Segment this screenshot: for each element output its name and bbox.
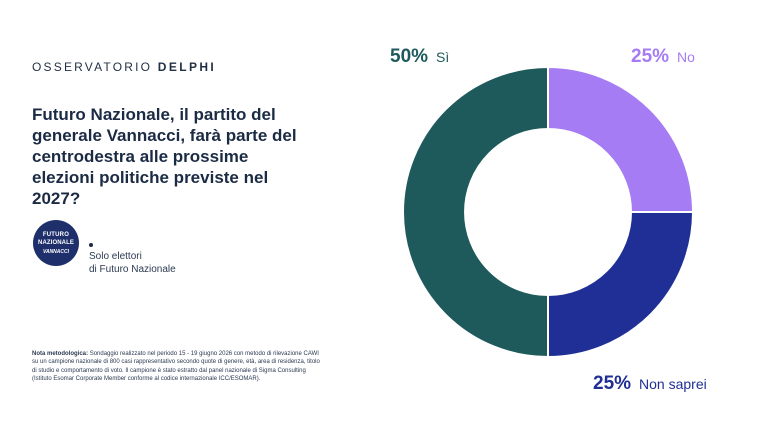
donut-slice-0 (402, 65, 549, 359)
slice-label-percent-0: 50% (390, 46, 428, 67)
donut-slices (402, 65, 695, 359)
slice-label-category-2: Non saprei (639, 376, 707, 392)
slice-label-category-1: No (677, 49, 695, 65)
methodology-note-label: Nota metodologica (32, 351, 87, 357)
donut-slice-2 (547, 211, 695, 359)
sample-filter: Solo elettori di Futuro Nazionale (89, 250, 176, 276)
slice-label-1: 25% No (631, 46, 695, 67)
sample-filter-line2: di Futuro Nazionale (89, 264, 176, 275)
slice-label-percent-1: 25% (631, 46, 669, 67)
methodology-note: Nota metodologica: Sondaggio realizzato … (32, 351, 320, 383)
donut-labels: 50% Sì 25% No 25% Non saprei (390, 46, 707, 394)
brand-delphi: DELPHI (157, 60, 217, 74)
party-logo-line1: FUTURO (42, 231, 70, 238)
slice-label-2: 25% Non saprei (593, 373, 707, 394)
question-title: Futuro Nazionale, il partito del general… (32, 105, 297, 208)
donut-slice-1 (547, 65, 695, 213)
party-logo-line3: VANNACCI (42, 248, 70, 255)
sample-filter-line1: Solo elettori (89, 251, 142, 262)
slice-label-percent-2: 25% (593, 373, 631, 394)
slice-label-category-0: Sì (436, 49, 449, 65)
party-logo-line2: NAZIONALE (38, 239, 74, 246)
methodology-note-text: Sondaggio realizzato nel periodo 15 - 19… (32, 351, 320, 383)
brand-logo-text: OSSERVATORIO DELPHI (32, 60, 216, 74)
party-logo: FUTURO NAZIONALE VANNACCI (33, 220, 79, 266)
bullet-dot (89, 243, 93, 247)
brand-observatory: OSSERVATORIO (32, 60, 153, 74)
slice-label-0: 50% Sì (390, 46, 449, 67)
